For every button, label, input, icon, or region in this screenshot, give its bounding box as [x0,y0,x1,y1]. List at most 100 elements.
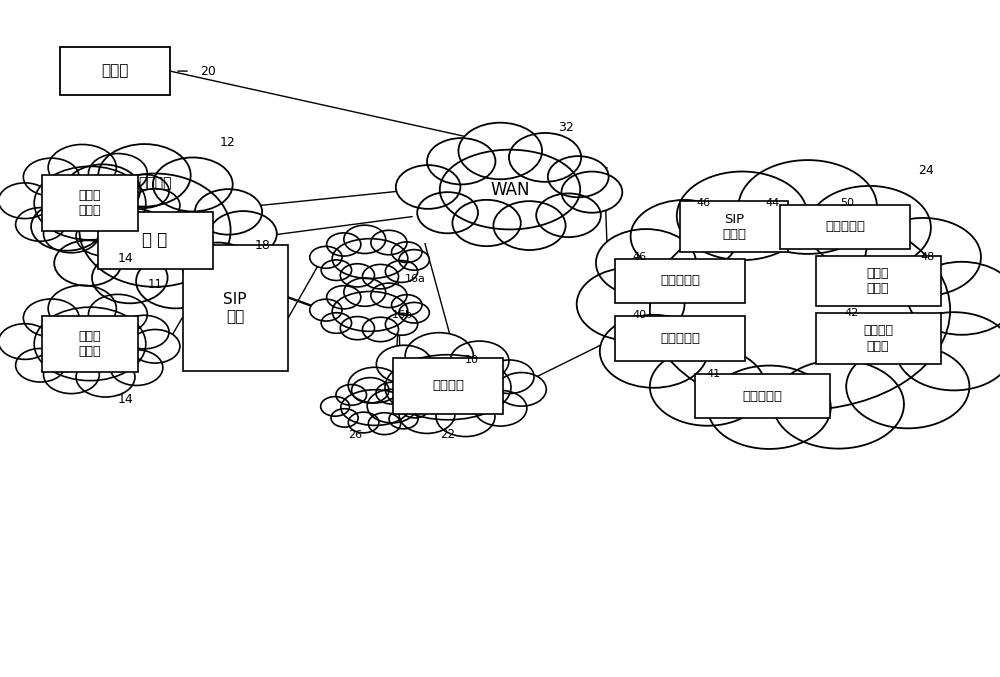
Circle shape [577,267,684,341]
Circle shape [336,385,367,406]
Circle shape [130,330,180,363]
Circle shape [417,192,478,234]
FancyBboxPatch shape [42,316,138,372]
Circle shape [136,255,216,308]
Circle shape [352,378,389,403]
FancyBboxPatch shape [816,313,940,364]
Text: 媒体服务器: 媒体服务器 [660,274,700,288]
Text: 11: 11 [148,278,163,291]
Circle shape [371,230,407,255]
Circle shape [16,208,65,241]
Circle shape [395,393,422,411]
Circle shape [182,242,254,291]
Circle shape [76,217,135,256]
Circle shape [396,165,460,209]
Circle shape [600,315,708,388]
Text: 22: 22 [440,428,455,441]
Text: WAN: WAN [490,181,530,198]
Text: SIP
服务器: SIP 服务器 [722,213,746,241]
Circle shape [493,201,566,250]
Text: 16b: 16b [392,310,413,320]
FancyBboxPatch shape [680,201,788,252]
Circle shape [98,144,191,206]
Text: 50: 50 [840,198,854,208]
FancyBboxPatch shape [182,246,288,370]
Ellipse shape [341,390,409,425]
Circle shape [130,189,180,222]
Circle shape [452,200,521,246]
Text: 24: 24 [918,164,934,177]
Text: 16a: 16a [405,274,426,284]
Circle shape [405,332,473,379]
Text: 联络中心: 联络中心 [138,176,172,190]
Circle shape [195,189,262,235]
Circle shape [808,186,931,269]
Text: 边界装置: 边界装置 [432,379,464,393]
Circle shape [348,368,401,403]
Circle shape [321,313,352,333]
Circle shape [399,250,429,270]
Circle shape [31,202,103,250]
Text: 配置服务器: 配置服务器 [742,389,782,403]
Circle shape [509,133,581,182]
Text: 26: 26 [348,430,362,439]
Circle shape [368,413,401,435]
Circle shape [399,395,455,433]
FancyBboxPatch shape [393,358,503,414]
Circle shape [376,345,432,383]
Circle shape [427,138,495,184]
Text: 42: 42 [844,308,858,318]
Circle shape [708,366,831,449]
Ellipse shape [34,307,146,380]
Circle shape [367,389,417,423]
FancyBboxPatch shape [780,204,910,248]
Ellipse shape [79,173,231,287]
FancyBboxPatch shape [816,256,940,306]
Text: 终端用
户装置: 终端用 户装置 [79,189,101,217]
Ellipse shape [440,150,580,230]
Circle shape [865,218,981,296]
Circle shape [399,303,429,323]
Circle shape [321,397,350,416]
Circle shape [650,347,765,426]
Circle shape [340,264,374,287]
Text: 终端用
户装置: 终端用 户装置 [79,330,101,358]
Circle shape [536,194,601,237]
Circle shape [344,225,386,253]
Circle shape [340,317,374,340]
Text: 41: 41 [706,369,720,378]
Ellipse shape [34,167,146,240]
Circle shape [48,285,116,332]
Text: 网站服务器: 网站服务器 [660,332,700,345]
Circle shape [88,154,147,194]
Circle shape [474,391,527,426]
Circle shape [23,158,79,196]
Circle shape [362,265,399,289]
Circle shape [210,211,277,257]
Circle shape [401,399,428,418]
Circle shape [331,409,358,427]
Circle shape [44,215,99,253]
Circle shape [458,123,542,179]
FancyBboxPatch shape [694,374,830,418]
Circle shape [65,165,140,215]
Text: 46: 46 [696,198,710,208]
Text: SIP
中继: SIP 中继 [223,292,247,324]
Circle shape [348,412,379,433]
Circle shape [362,318,399,342]
Circle shape [631,200,738,273]
Circle shape [153,158,233,211]
FancyBboxPatch shape [42,175,138,231]
Circle shape [0,183,51,219]
Circle shape [119,175,169,208]
Circle shape [497,372,546,406]
Circle shape [562,171,622,213]
Text: 14: 14 [118,252,134,265]
Circle shape [44,356,99,393]
Circle shape [344,278,386,306]
Circle shape [16,349,65,382]
Ellipse shape [332,292,408,331]
Text: 14: 14 [118,393,134,406]
Text: 48: 48 [920,253,934,262]
Circle shape [392,242,422,263]
